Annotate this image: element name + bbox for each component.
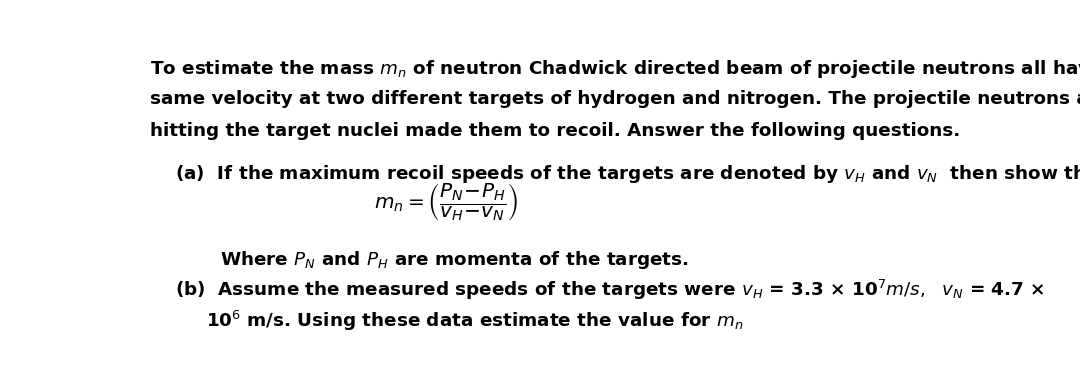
Text: Where $P_N$ and $P_H$ are momenta of the targets.: Where $P_N$ and $P_H$ are momenta of the… — [220, 249, 689, 271]
Text: (a)  If the maximum recoil speeds of the targets are denoted by $v_H$ and $v_N$ : (a) If the maximum recoil speeds of the … — [175, 164, 1080, 185]
Text: same velocity at two different targets of hydrogen and nitrogen. The projectile : same velocity at two different targets o… — [150, 90, 1080, 108]
Text: hitting the target nuclei made them to recoil. Answer the following questions.: hitting the target nuclei made them to r… — [150, 122, 960, 140]
Text: To estimate the mass $m_n$ of neutron Chadwick directed beam of projectile neutr: To estimate the mass $m_n$ of neutron Ch… — [150, 58, 1080, 80]
Text: (b)  Assume the measured speeds of the targets were $v_H$ = 3.3 × 10$^7$$m/s,$  : (b) Assume the measured speeds of the ta… — [175, 278, 1045, 302]
Text: $m_n = \left(\dfrac{P_N\!-\!P_H}{v_H\!-\!v_N}\right)$: $m_n = \left(\dfrac{P_N\!-\!P_H}{v_H\!-\… — [374, 182, 518, 224]
Text: 10$^6$ m/s. Using these data estimate the value for $m_n$: 10$^6$ m/s. Using these data estimate th… — [206, 309, 743, 333]
